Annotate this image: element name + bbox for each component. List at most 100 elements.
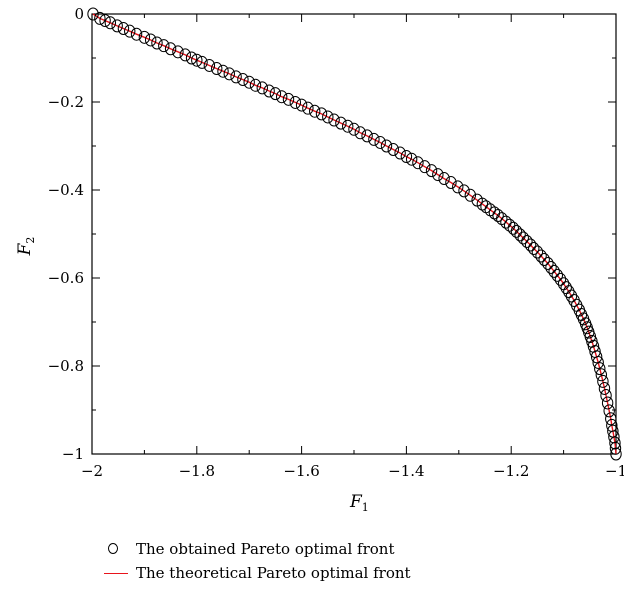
obtained-front-point	[452, 180, 464, 194]
x-tick-label: −1.2	[493, 462, 529, 480]
obtained-front-point	[545, 260, 557, 274]
obtained-front-point	[565, 289, 578, 303]
obtained-front-point	[269, 87, 282, 101]
x-axis-label: F1	[349, 492, 369, 514]
obtained-front-point	[531, 245, 544, 259]
obtained-front-point	[315, 107, 328, 121]
obtained-front-point	[104, 16, 117, 30]
obtained-front-point	[551, 268, 564, 282]
obtained-front-point	[342, 119, 354, 133]
obtained-front-point	[164, 42, 177, 56]
y-axis-label-main: F	[15, 242, 35, 256]
x-tick-label: −2	[81, 462, 103, 480]
obtained-front-point	[302, 101, 314, 115]
theoretical-front-line	[92, 13, 617, 455]
obtained-front-point	[158, 39, 170, 53]
obtained-front-point	[87, 7, 99, 21]
obtained-front-point	[517, 231, 529, 245]
obtained-front-point	[548, 264, 560, 278]
obtained-front-point	[535, 249, 547, 263]
y-tick-label: −0.6	[48, 269, 84, 287]
obtained-front-point	[445, 176, 457, 190]
obtained-front-point	[203, 58, 216, 72]
obtained-front-point	[528, 242, 540, 256]
obtained-front-point	[335, 116, 347, 130]
obtained-front-point	[554, 272, 567, 286]
obtained-front-point	[249, 78, 262, 92]
obtained-front-point	[191, 53, 203, 67]
obtained-front-point	[130, 27, 143, 41]
obtained-front-point	[432, 168, 444, 182]
obtained-front-point	[263, 84, 275, 98]
legend-item-obtained: The obtained Pareto optimal front	[104, 537, 411, 561]
legend-label-obtained: The obtained Pareto optimal front	[136, 540, 395, 558]
theoretical-front-series	[92, 13, 617, 455]
plot-frame	[91, 13, 617, 455]
obtained-front-point	[412, 156, 424, 170]
obtained-front-point	[563, 285, 575, 299]
obtained-front-point	[289, 95, 302, 109]
obtained-front-point	[230, 70, 242, 84]
obtained-front-point	[256, 81, 268, 95]
obtained-front-point	[600, 388, 612, 402]
obtained-front-point	[179, 48, 191, 62]
legend-item-theoretical: The theoretical Pareto optimal front	[104, 561, 411, 585]
x-tick-label: −1	[605, 462, 624, 480]
obtained-front-point	[99, 14, 111, 28]
obtained-front-point	[172, 45, 184, 59]
red-line-marker-icon	[104, 565, 128, 581]
obtained-front-point	[425, 164, 438, 178]
obtained-front-point	[609, 441, 622, 455]
obtained-front-point	[514, 228, 526, 242]
obtained-front-point	[438, 172, 450, 186]
obtained-front-point	[111, 19, 123, 33]
y-tick-label: −0.2	[48, 93, 84, 111]
obtained-front-point	[609, 436, 621, 450]
open-circle-marker-icon	[104, 541, 128, 557]
obtained-front-point	[328, 113, 340, 127]
plot-axes: −2 −1.8 −1.6 −1.4 −1.2 −1 0 −0.2 −0.4 −0.6 −0.8 −1	[48, 5, 624, 480]
obtained-front-point	[368, 132, 380, 146]
obtained-front-point	[295, 98, 308, 112]
obtained-front-point	[595, 368, 608, 382]
obtained-front-point	[610, 447, 622, 461]
obtained-front-point	[521, 234, 533, 248]
obtained-front-point	[144, 33, 157, 47]
x-axis-label-sub: 1	[362, 501, 369, 514]
y-tick-label: 0	[74, 5, 84, 23]
obtained-front-point	[138, 30, 151, 44]
x-tick-label: −1.6	[283, 462, 319, 480]
obtained-front-point	[94, 11, 106, 25]
obtained-front-point	[394, 146, 406, 160]
obtained-front-point	[598, 381, 611, 395]
obtained-front-point	[361, 129, 373, 143]
obtained-front-point	[603, 404, 615, 418]
obtained-front-point	[243, 75, 255, 89]
obtained-front-point	[542, 256, 554, 270]
obtained-front-point	[217, 64, 229, 78]
obtained-front-point	[464, 188, 477, 202]
obtained-front-point	[380, 139, 393, 153]
obtained-front-point	[594, 362, 606, 376]
obtained-front-point	[597, 374, 609, 388]
obtained-front-point	[524, 238, 537, 252]
legend-label-theoretical: The theoretical Pareto optimal front	[136, 564, 411, 582]
y-axis-label-sub: 2	[24, 237, 37, 244]
obtained-front-point	[309, 104, 321, 118]
obtained-front-point	[458, 184, 470, 198]
obtained-front-point	[237, 73, 249, 87]
obtained-front-point	[348, 122, 360, 136]
obtained-front-point	[282, 92, 295, 106]
obtained-front-point	[151, 36, 163, 50]
obtained-front-point	[387, 143, 399, 157]
obtained-front-series	[87, 7, 622, 461]
pareto-chart: −2 −1.8 −1.6 −1.4 −1.2 −10−0.2−0.4−0.6−0.8−1 …	[15, 5, 624, 514]
x-tick-label: −1.8	[179, 462, 215, 480]
obtained-front-point	[354, 126, 366, 140]
obtained-front-point	[196, 55, 208, 69]
obtained-front-point	[223, 67, 235, 81]
obtained-front-point	[405, 152, 418, 166]
y-tick-label: −0.8	[48, 357, 84, 375]
obtained-front-point	[185, 51, 198, 65]
obtained-front-point	[211, 62, 223, 76]
